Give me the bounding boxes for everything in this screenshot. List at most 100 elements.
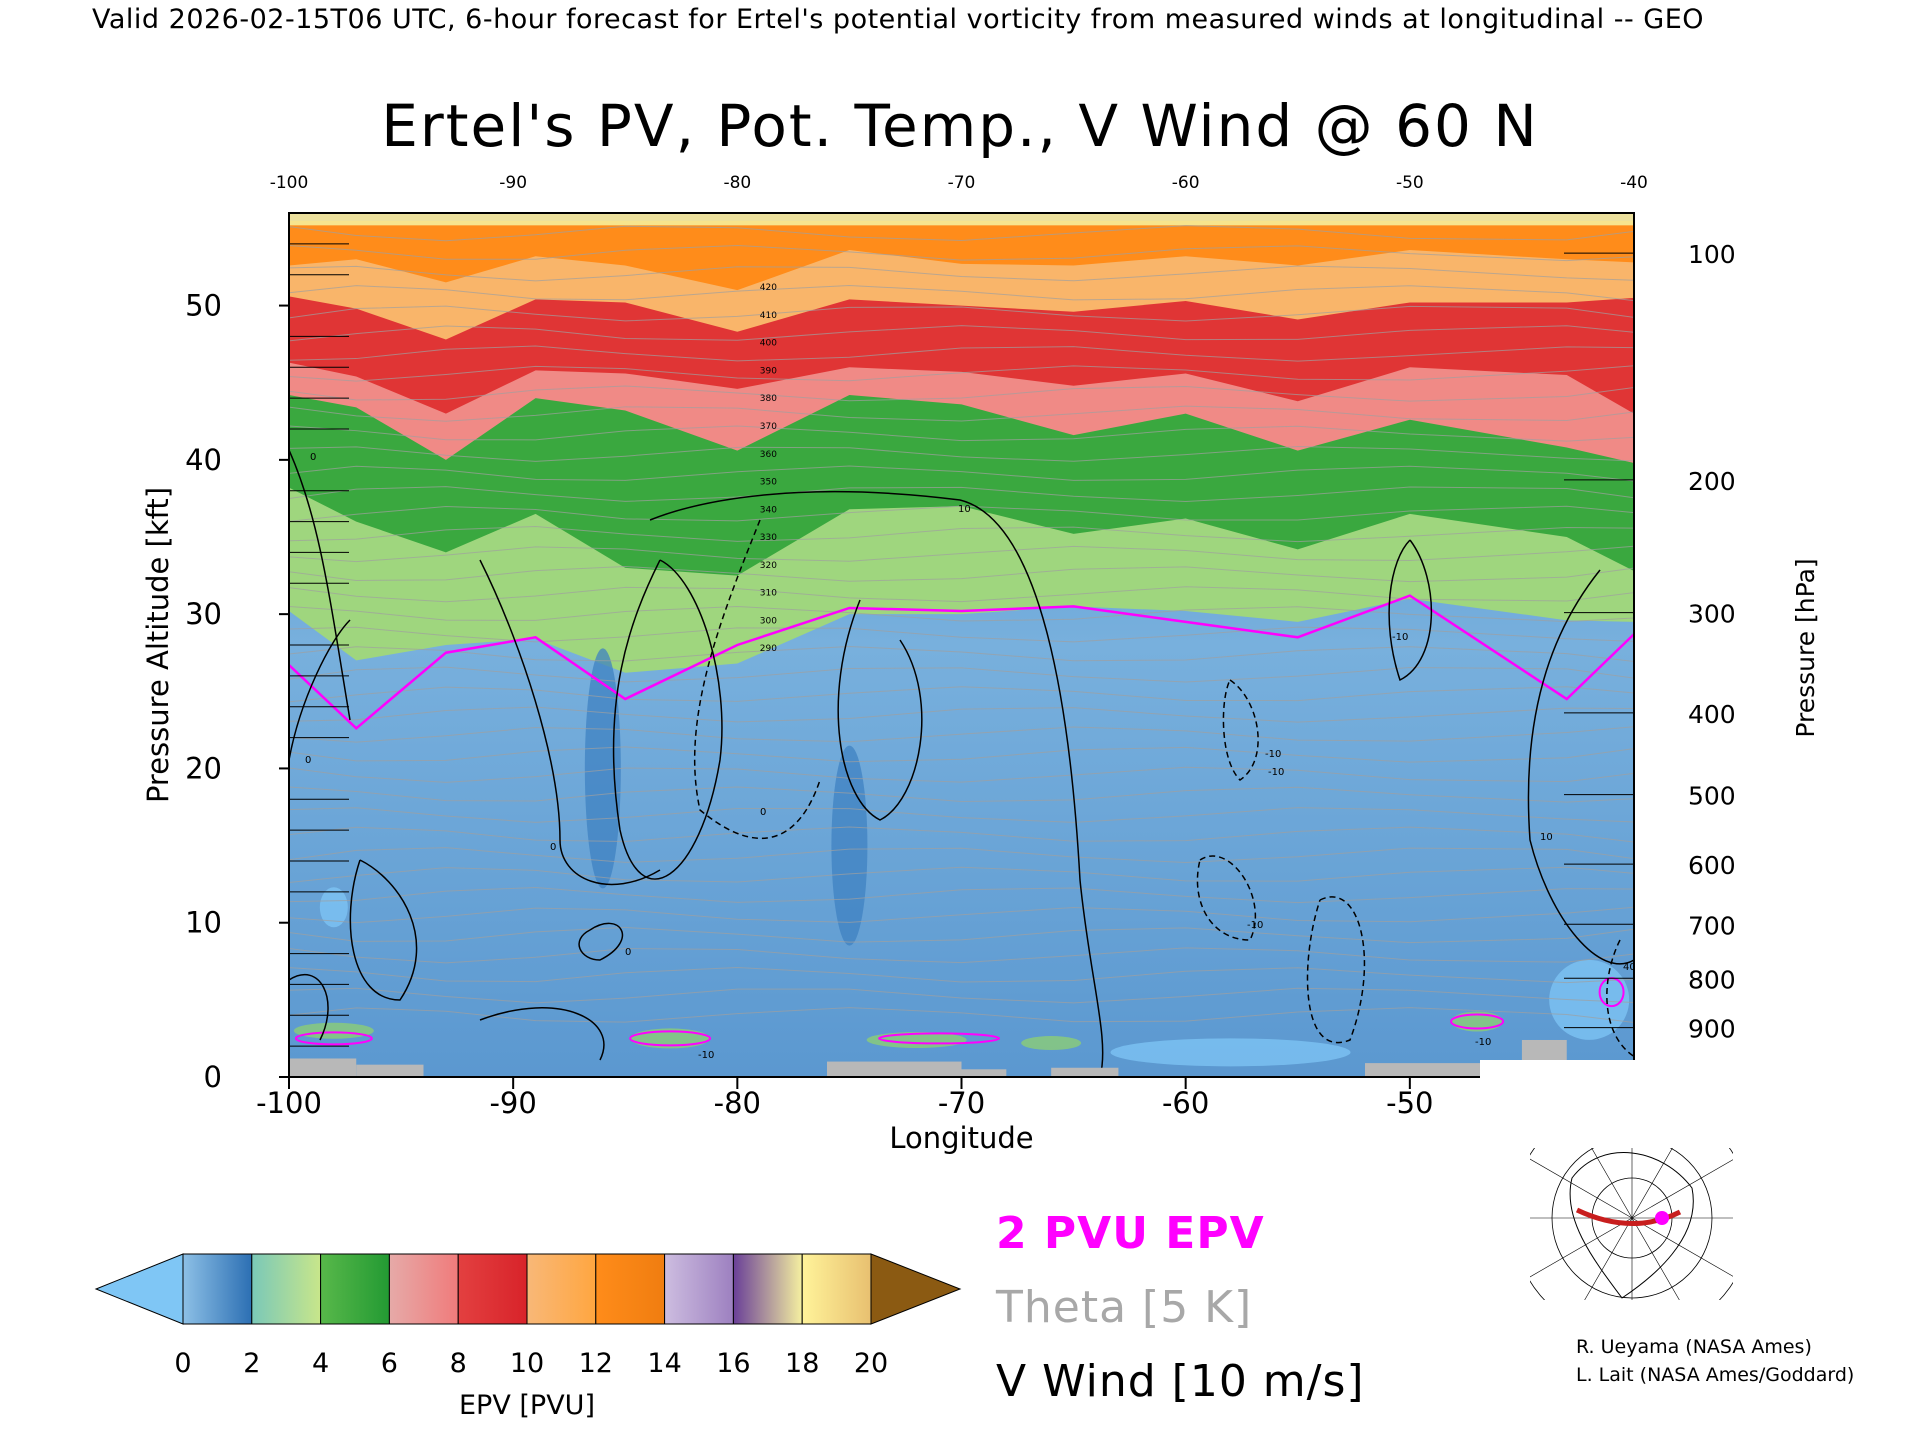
vwind-contour-7 <box>1388 539 1433 682</box>
theta-contour-25 <box>289 505 1634 522</box>
theta-contour-9 <box>289 826 1634 843</box>
vwind-contour-16 <box>289 973 329 1041</box>
colorbar-band <box>320 1253 390 1325</box>
vwind-contour-label: 40 <box>1623 962 1636 973</box>
x-tick-label: -100 <box>256 1086 322 1120</box>
theta-contour-15 <box>289 706 1634 723</box>
y2-tick-label: 500 <box>1688 782 1736 811</box>
y-tick-label: 30 <box>185 597 222 631</box>
y2-axis-label: Pressure [hPa] <box>1791 558 1820 737</box>
vwind-contour-13 <box>578 922 623 961</box>
theta-label: 310 <box>760 589 777 599</box>
x-top-tick-label: -50 <box>1396 173 1424 193</box>
theta-label: 320 <box>760 561 777 571</box>
colorbar-tick-label: 10 <box>510 1348 544 1379</box>
colorbar-under-arrow <box>94 1253 184 1325</box>
y2-tick-label: 700 <box>1688 911 1736 940</box>
terrain-block-1 <box>356 1064 424 1077</box>
theta-label: 390 <box>760 366 777 376</box>
theta-contour-16 <box>289 686 1634 703</box>
pv-layer-top-band <box>289 213 1634 226</box>
minimap-coastline <box>1569 1152 1694 1299</box>
vwind-contour-label: 0 <box>305 755 311 766</box>
colorbar-tick-label: 2 <box>243 1348 260 1379</box>
theta-label: 420 <box>760 283 777 293</box>
colorbar-band <box>732 1253 803 1325</box>
minimap-section-track <box>1575 1207 1682 1226</box>
credit-line-2: L. Lait (NASA Ames/Goddard) <box>1576 1364 1855 1386</box>
x-tick-label: -80 <box>714 1086 761 1120</box>
theta-contour-29 <box>289 425 1634 442</box>
theta-contour-23 <box>289 545 1634 563</box>
theta-contour-20 <box>289 605 1634 623</box>
y2-tick-label: 600 <box>1688 851 1736 880</box>
colorbar-tick-label: 8 <box>450 1348 467 1379</box>
y2-tick-label: 300 <box>1688 600 1736 629</box>
y-tick-label: 40 <box>185 443 222 477</box>
theta-contour-36 <box>289 285 1634 302</box>
colorbar-tick-label: 14 <box>647 1348 681 1379</box>
vwind-contour-1 <box>289 619 351 761</box>
theta-contour-32 <box>289 365 1634 382</box>
credit-line-1: R. Ueyama (NASA Ames) <box>1576 1336 1812 1358</box>
vwind-contour-10 <box>1222 679 1259 781</box>
colorbar-over-arrow <box>870 1253 962 1325</box>
vwind-contour-label: -10 <box>1268 767 1284 778</box>
axes: -100-90-80-70-60-50-40-100-90-80-70-60-5… <box>141 173 1820 1155</box>
theta-contour-11 <box>289 786 1634 803</box>
x-tick-label: -50 <box>1386 1086 1433 1120</box>
colorbar-tick-label: 12 <box>579 1348 613 1379</box>
chart-title: Ertel's PV, Pot. Temp., V Wind @ 60 N <box>381 92 1539 160</box>
theta-contour-22 <box>289 565 1634 583</box>
vwind-contour-label: -10 <box>1247 920 1263 931</box>
theta-label: 400 <box>760 339 777 349</box>
terrain-block-3 <box>961 1069 1007 1077</box>
colorbar-band <box>801 1253 872 1325</box>
terrain-block-4 <box>1051 1067 1119 1077</box>
theta-contour-4 <box>289 926 1634 944</box>
colorbar-band <box>526 1253 597 1325</box>
vwind-contour-label: 10 <box>1540 832 1553 843</box>
pv-2pvu-pocket-1 <box>629 1030 712 1047</box>
plot-area: 4204104003903803703603503403303203103002… <box>289 213 1636 1077</box>
x-tick-label: -60 <box>1162 1086 1209 1120</box>
colorbar-tick-label: 4 <box>312 1348 329 1379</box>
y-tick-label: 50 <box>185 289 222 323</box>
theta-contour-24 <box>289 525 1634 543</box>
theta-contour-33 <box>289 345 1634 362</box>
theta-label: 330 <box>760 533 777 543</box>
vwind-contour-2 <box>612 559 723 880</box>
x-top-tick-label: -40 <box>1620 173 1648 193</box>
x-axis-label: Longitude <box>889 1121 1033 1155</box>
theta-contour-21 <box>289 586 1634 603</box>
pv-feature-8 <box>584 648 621 889</box>
pv-feature-4 <box>1021 1036 1082 1051</box>
x-top-tick-label: -100 <box>270 173 309 193</box>
vwind-contour-label: 0 <box>625 947 631 958</box>
pv-feature-2 <box>1110 1038 1351 1067</box>
theta-contour-27 <box>289 465 1634 482</box>
vwind-contour-14 <box>479 1007 605 1061</box>
vwind-contour-4 <box>693 519 821 839</box>
vwind-contour-15 <box>349 859 418 1001</box>
vwind-contour-label: -10 <box>698 1050 714 1061</box>
theta-contour-28 <box>289 446 1634 462</box>
theta-label: 410 <box>760 311 777 321</box>
y2-tick-label: 900 <box>1688 1015 1736 1044</box>
vwind-contour-3 <box>479 559 661 886</box>
theta-contour-3 <box>289 947 1634 964</box>
theta-contour-12 <box>289 766 1634 783</box>
theta-contour-35 <box>289 305 1634 322</box>
legend-2pvu: 2 PVU EPV <box>996 1208 1265 1259</box>
vwind-contour-6 <box>649 490 1104 1077</box>
vwind-contour-label: -10 <box>1475 1037 1491 1048</box>
x-top-tick-label: -70 <box>948 173 976 193</box>
theta-contour-8 <box>289 847 1634 864</box>
theta-label: 300 <box>760 616 777 626</box>
colorbar: 0 2 4 6 8 10 12 14 16 18 20 EPV [PVU] <box>94 1253 962 1421</box>
pv-2pvu-pocket-0 <box>294 1031 373 1046</box>
y-tick-label: 0 <box>204 1060 222 1094</box>
theta-contour-26 <box>289 486 1634 503</box>
theta-contour-39 <box>289 225 1634 242</box>
